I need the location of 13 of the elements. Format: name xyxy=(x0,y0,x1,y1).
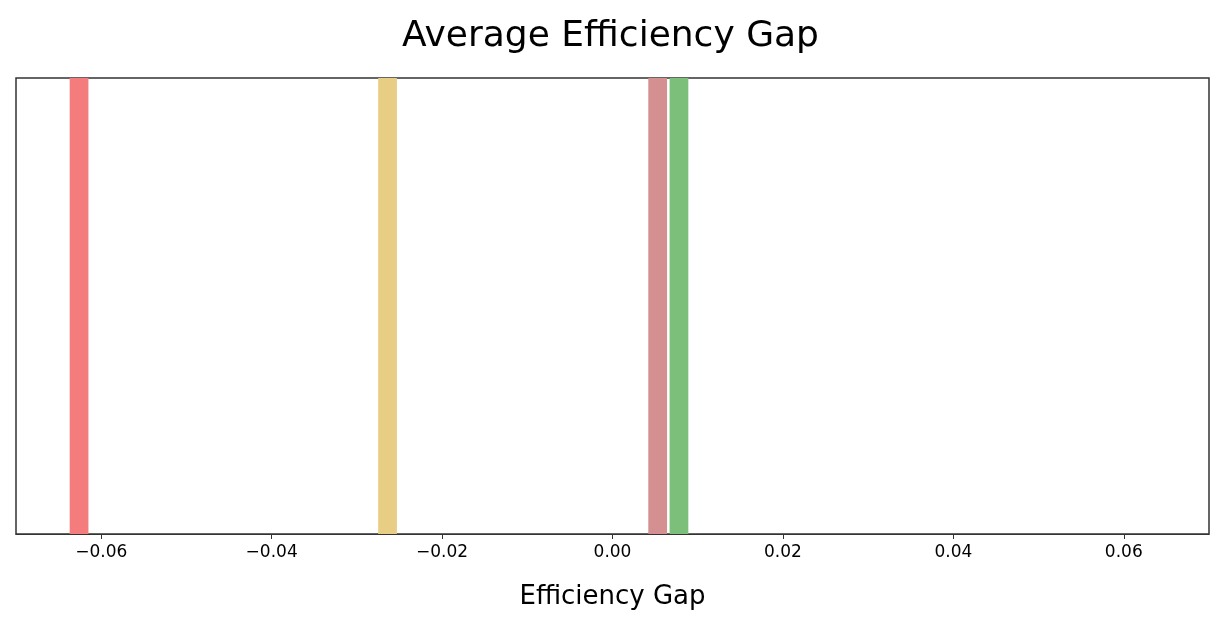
text: 0.02 xyxy=(764,540,802,561)
bar xyxy=(378,78,397,534)
text: 0.06 xyxy=(1104,540,1143,561)
bar xyxy=(669,78,689,534)
bar xyxy=(648,78,668,534)
text: Average Efficiency Gap xyxy=(402,12,819,54)
x-axis-title: Efficiency Gap xyxy=(519,580,706,610)
text: 0.00 xyxy=(593,540,632,561)
bar xyxy=(69,78,89,534)
text: 0.04 xyxy=(934,540,973,561)
x-tick-label: −0.04 xyxy=(245,540,298,561)
x-tick-label: −0.02 xyxy=(416,540,469,561)
x-tick-label: −0.06 xyxy=(75,540,128,561)
